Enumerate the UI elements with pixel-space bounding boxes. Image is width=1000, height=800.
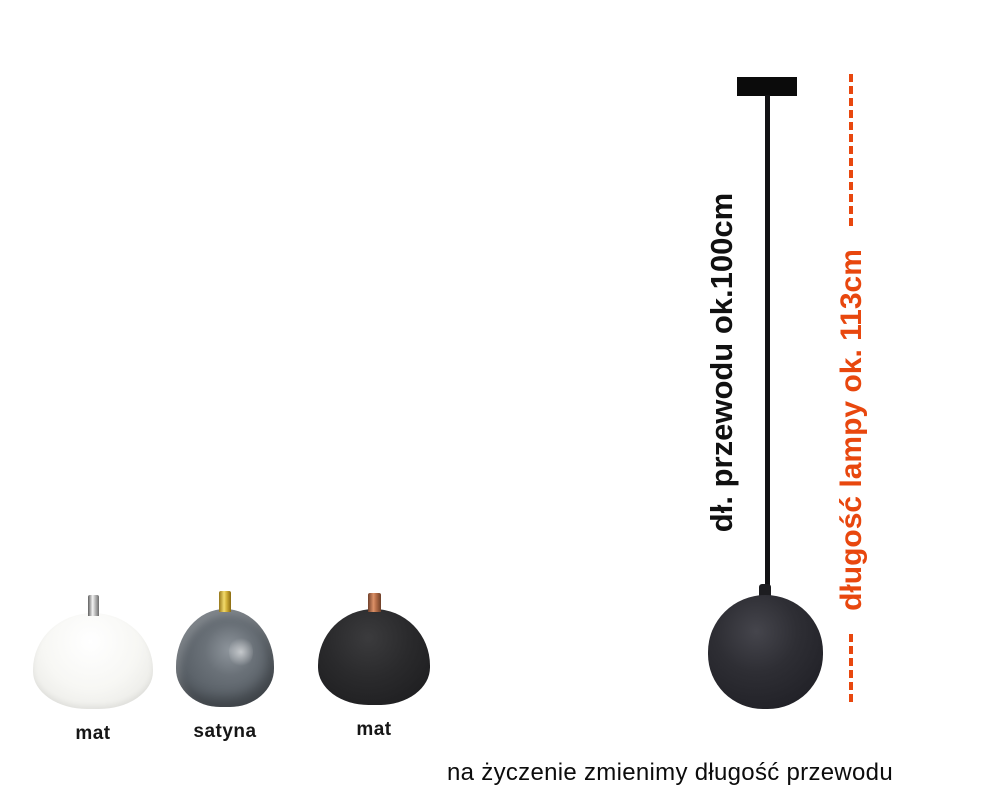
shade-swatch-gray: satyna bbox=[175, 591, 275, 743]
shade-finish-label: mat bbox=[356, 719, 392, 740]
gray-ball-shade-icon bbox=[176, 609, 274, 707]
black-ball-shade-icon bbox=[318, 609, 430, 705]
cable-change-caption: na życzenie zmienimy długość przewodu bbox=[447, 759, 893, 786]
chrome-fitting-icon bbox=[87, 595, 99, 616]
shade-finish-label: mat bbox=[75, 723, 111, 744]
shade-swatch-black: mat bbox=[318, 593, 430, 741]
shade-finish-label: satyna bbox=[193, 721, 257, 742]
shade-swatch-white: mat bbox=[30, 595, 156, 745]
gold-fitting-icon bbox=[219, 591, 231, 612]
dashed-dimension-line-bottom bbox=[849, 634, 853, 702]
cable-length-label: dł. przewodu ok.100cm bbox=[704, 192, 739, 533]
lamp-length-label: długość lampy ok. 113cm bbox=[835, 249, 868, 611]
lamp-cord-icon bbox=[765, 95, 770, 586]
copper-fitting-icon bbox=[367, 593, 381, 612]
pendant-ball-shade-icon bbox=[708, 595, 823, 709]
white-ball-shade-icon bbox=[33, 613, 153, 709]
dashed-dimension-line-top bbox=[849, 74, 853, 226]
ceiling-mount-icon bbox=[737, 77, 797, 96]
